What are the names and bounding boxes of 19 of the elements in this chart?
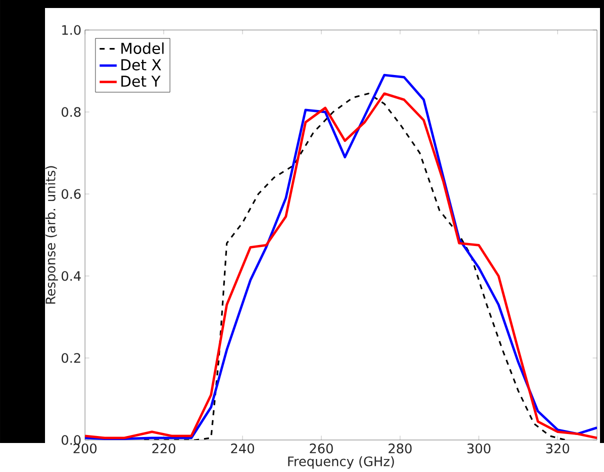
x-tick-label: 280 [388,443,412,454]
x-tick-label: 260 [310,443,333,454]
legend-label: Model [121,42,164,54]
x-tick-label: 320 [546,443,570,454]
y-tick-label: 0.2 [62,353,80,363]
y-tick-label: 0.4 [62,271,81,281]
y-axis-title: Response (arb. units) [45,166,58,304]
x-tick-label: 300 [467,443,490,454]
x-axis-title: Frequency (GHz) [288,456,394,469]
line-series [143,92,566,440]
y-tick-label: 1.0 [62,25,81,35]
x-tick-label: 240 [231,443,254,454]
x-tick-label: 200 [74,443,97,454]
y-tick-label: 0.8 [62,107,81,117]
legend-label: Det X [121,59,162,70]
y-tick-label: 0.0 [62,435,81,445]
y-tick-label: 0.6 [62,189,81,199]
legend-label: Det Y [121,76,161,87]
x-tick-label: 220 [152,443,176,454]
